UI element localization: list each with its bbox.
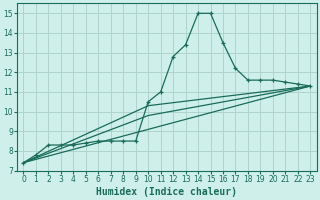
X-axis label: Humidex (Indice chaleur): Humidex (Indice chaleur) <box>96 186 237 197</box>
